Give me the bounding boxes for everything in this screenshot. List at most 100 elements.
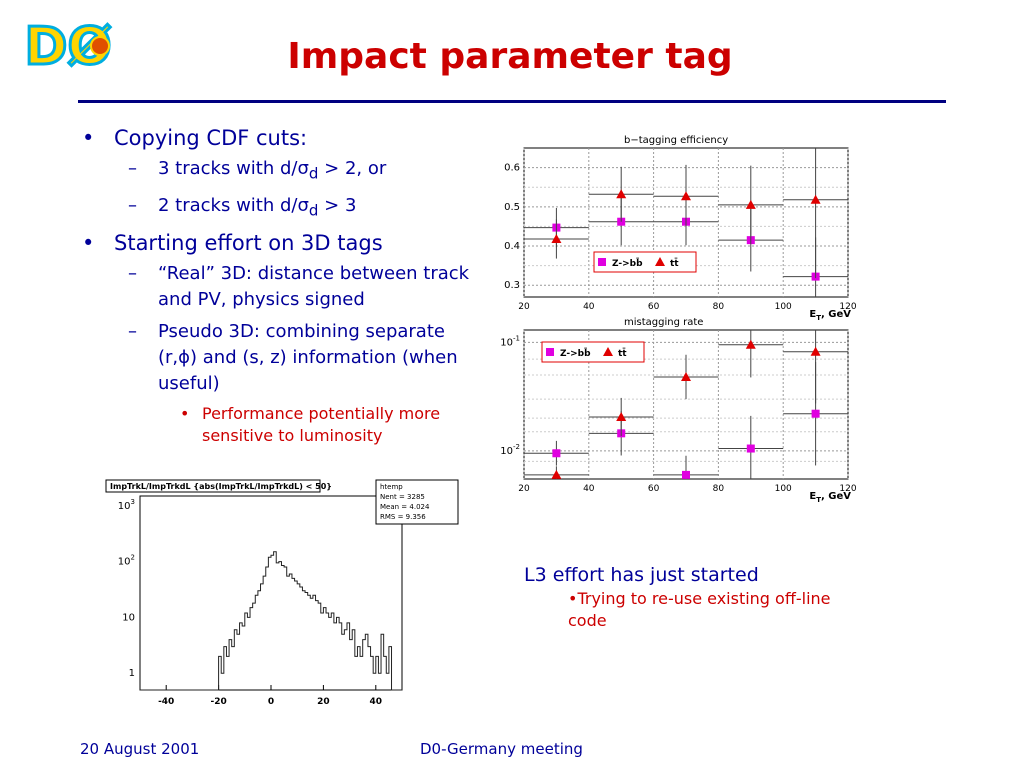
triangle-marker xyxy=(745,199,756,209)
legend-box xyxy=(593,251,697,273)
sub-bullet-text-pre: 2 tracks with d/σ xyxy=(158,194,309,216)
stats-rms: RMS = 9.356 xyxy=(380,513,426,521)
legend-label: Z->bb̄ xyxy=(612,257,643,269)
legend-marker xyxy=(546,348,554,356)
sub-bullet-item: – Pseudo 3D: combining separate (r,ϕ) and… xyxy=(78,319,488,397)
data-point xyxy=(718,165,784,245)
triangle-marker xyxy=(810,194,821,204)
d0-logo: DØ xyxy=(23,16,113,77)
square-marker xyxy=(552,449,561,458)
dash-icon: – xyxy=(128,158,137,179)
bullet-dot-icon: • xyxy=(82,231,95,256)
mistagging-rate-chart: mistagging rate 20 40 60 80 100 120 10-1 10-2 Z->… xyxy=(500,317,857,504)
data-point xyxy=(718,330,784,378)
stats-name: htemp xyxy=(380,483,403,491)
sub-bullet-text: “Real” 3D: distance between track and PV… xyxy=(158,263,470,311)
x-tick-label: 40 xyxy=(370,697,383,707)
b-tagging-efficiency-chart: b−tagging efficiency 20 40 60 80 100 120 0.3 0.4… xyxy=(504,135,857,322)
dash-icon: – xyxy=(128,263,137,285)
x-tick-label: 100 xyxy=(775,302,792,312)
x-axis-label: ET, GeV xyxy=(809,491,851,504)
footer-date: 20 August 2001 xyxy=(80,740,200,758)
x-tick-label: 0 xyxy=(268,697,274,707)
x-tick-label: 60 xyxy=(648,484,660,494)
x-tick-label: 120 xyxy=(839,302,856,312)
stats-frame xyxy=(375,479,459,525)
title-divider xyxy=(78,100,946,103)
square-marker xyxy=(811,409,820,418)
data-point xyxy=(524,440,589,466)
bullet-text: Starting effort on 3D tags xyxy=(114,231,383,256)
bullet-text: Copying CDF cuts: xyxy=(114,126,308,150)
legend: Z->bb̄ tt̄ xyxy=(593,251,697,273)
data-point xyxy=(653,164,719,228)
data-point xyxy=(524,466,589,479)
l3-subpoint: •Trying to re-use existing off-line code xyxy=(568,589,831,630)
data-point xyxy=(653,354,719,400)
legend-marker xyxy=(603,347,613,356)
triangle-marker xyxy=(616,189,627,199)
sub-bullet-subscript: d xyxy=(308,164,319,183)
plot-frame xyxy=(139,495,403,691)
x-tick-label: 100 xyxy=(775,484,792,494)
data-point xyxy=(653,455,719,479)
bullet-list: • Copying CDF cuts: –3 tracks with d/σd >… xyxy=(78,124,488,451)
triangle-marker xyxy=(681,191,691,201)
footer-meeting: D0-Germany meeting xyxy=(420,740,583,758)
x-tick-label: -40 xyxy=(158,697,174,707)
legend-label: tt̄ xyxy=(670,257,679,269)
impact-parameter-histogram: ImpTrkL/ImpTrkdL {abs(ImpTrkL/ImpTrkdL) … xyxy=(105,479,459,707)
x-tick-label: 20 xyxy=(317,697,330,707)
sub-bullet-item: – “Real” 3D: distance between track and P… xyxy=(78,261,488,313)
dash-icon: – xyxy=(128,194,137,216)
sub-bullet-item: –2 tracks with d/σd > 3 xyxy=(78,193,488,224)
x-tick-label: 60 xyxy=(648,302,660,312)
triangle-marker xyxy=(616,412,627,422)
data-point xyxy=(718,415,784,479)
sub-bullet-item: –3 tracks with d/σd > 2, or xyxy=(78,156,488,187)
logo-collision-icon xyxy=(90,36,110,56)
sub-bullet-subscript: d xyxy=(308,201,319,220)
triangle-marker xyxy=(745,339,756,349)
y-tick-label: 0.6 xyxy=(504,163,520,174)
triangle-marker xyxy=(681,371,691,381)
l3-section: L3 effort has just started •Trying to re… xyxy=(524,562,884,632)
x-tick-label: 120 xyxy=(839,484,856,494)
square-marker xyxy=(682,470,690,479)
y-tick-label: 0.4 xyxy=(504,241,520,252)
legend-marker xyxy=(655,257,665,266)
chart-title: b−tagging efficiency xyxy=(624,135,728,146)
x-tick-label: 40 xyxy=(583,484,595,494)
page-title: Impact parameter tag xyxy=(287,36,733,77)
dash-icon: – xyxy=(128,321,137,343)
data-point xyxy=(783,330,848,404)
y-tick-label: 10 xyxy=(122,612,135,623)
x-tick-label: -20 xyxy=(210,697,226,707)
y-tick-label: 1 xyxy=(129,668,135,679)
legend-box xyxy=(541,341,645,363)
stats-mean: Mean = 4.024 xyxy=(380,503,430,511)
x-tick-label: 80 xyxy=(713,484,725,494)
bullet-item: • Starting effort on 3D tags xyxy=(78,229,488,257)
sub-sub-bullet-text: Performance potentially more sensitive t… xyxy=(202,404,441,446)
legend-marker xyxy=(598,258,606,266)
histogram-title-box xyxy=(105,479,321,493)
bullet-dot-icon: • xyxy=(180,404,190,424)
x-tick-label: 20 xyxy=(518,302,530,312)
y-tick-label: 102 xyxy=(118,554,135,568)
y-tick-label: 0.3 xyxy=(504,280,520,291)
data-point xyxy=(588,166,654,222)
stats-entries: Nent = 3285 xyxy=(380,493,425,501)
data-point xyxy=(783,148,848,279)
chart-title: mistagging rate xyxy=(624,317,703,328)
legend: Z->bb̄ tt̄ xyxy=(541,341,645,363)
bullet-dot-icon: • xyxy=(82,126,95,150)
sub-bullet-text-pre: 3 tracks with d/σ xyxy=(158,158,309,179)
legend-label: tt̄ xyxy=(618,347,627,359)
y-tick-label: 103 xyxy=(118,498,135,512)
sub-bullet-text-post: > 2, or xyxy=(318,158,387,179)
triangle-marker xyxy=(551,469,562,479)
sub-bullet-text: Pseudo 3D: combining separate (r,ϕ) and … xyxy=(158,321,458,395)
x-tick-label: 40 xyxy=(583,302,595,312)
sub-sub-bullet-item: • Performance potentially more sensitive … xyxy=(78,403,488,447)
